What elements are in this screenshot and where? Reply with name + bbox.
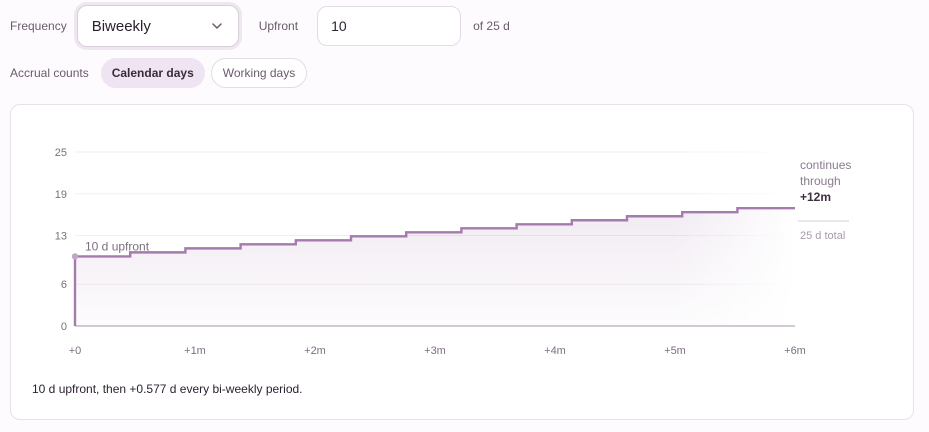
x-tick-label: +3m bbox=[424, 345, 446, 357]
frequency-value: Biweekly bbox=[91, 17, 151, 35]
x-tick-label: +1m bbox=[184, 345, 206, 357]
through-text: through bbox=[800, 174, 841, 188]
upfront-annotation: 10 d upfront bbox=[85, 239, 150, 253]
continues-text: continues bbox=[800, 158, 851, 172]
y-tick-label: 13 bbox=[55, 231, 67, 243]
upfront-input[interactable] bbox=[317, 6, 462, 46]
y-tick-label: 25 bbox=[55, 147, 67, 159]
x-tick-label: +2m bbox=[304, 345, 326, 357]
chart-card: 0 6 13 19 25 +0 +1m +2m +3m +4m +5m +6m 10 d upfron… bbox=[10, 104, 914, 420]
x-tick-label: +0 bbox=[69, 345, 82, 357]
accrual-label: Accrual counts bbox=[10, 66, 89, 80]
accrual-step-line bbox=[73, 207, 795, 326]
calendar-days-toggle[interactable]: Calendar days bbox=[100, 58, 205, 88]
frequency-row: Frequency Biweekly Upfront of 25 d bbox=[10, 5, 510, 47]
upfront-label: Upfront bbox=[258, 19, 299, 33]
total-label: 25 d total bbox=[800, 230, 845, 242]
x-tick-label: +4m bbox=[544, 345, 566, 357]
through-horizon-text: +12m bbox=[800, 190, 831, 204]
chevron-down-icon bbox=[211, 23, 222, 29]
frequency-select[interactable]: Biweekly bbox=[76, 5, 239, 47]
working-days-toggle[interactable]: Working days bbox=[210, 58, 308, 88]
y-tick-label: 19 bbox=[55, 189, 67, 201]
upfront-point bbox=[71, 253, 79, 260]
x-tick-label: +5m bbox=[664, 345, 686, 357]
x-tick-label: +6m bbox=[784, 345, 806, 357]
accrual-row: Accrual counts Calendar days Working day… bbox=[10, 58, 308, 88]
y-tick-label: 0 bbox=[61, 321, 67, 333]
accrual-area bbox=[75, 208, 795, 326]
y-tick-label: 6 bbox=[61, 279, 67, 291]
accrual-chart: 0 6 13 19 25 +0 +1m +2m +3m +4m +5m +6m 10 d upfron… bbox=[55, 145, 851, 357]
summary-text: 10 d upfront, then +0.577 d every bi-wee… bbox=[32, 382, 303, 396]
of-total-label: of 25 d bbox=[473, 19, 510, 33]
frequency-label: Frequency bbox=[10, 19, 67, 33]
